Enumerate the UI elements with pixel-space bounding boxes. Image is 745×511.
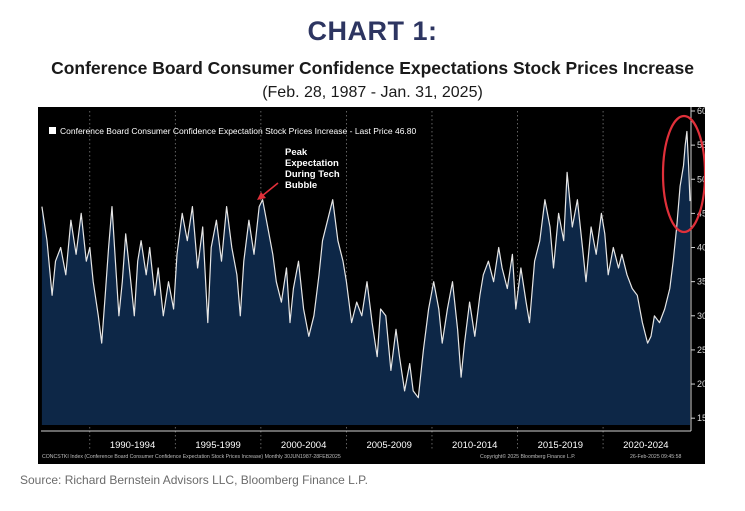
annotation-arrow — [261, 182, 279, 197]
svg-text:Peak Expectation: Peak Expectation During Tech Bubble — [285, 147, 342, 191]
peak-annotation: Peak Expectation During Tech Bubble — [257, 147, 342, 200]
y-tick-label: 45 — [697, 208, 705, 218]
y-tick-label: 60 — [697, 107, 705, 116]
annotation-line-1: Peak — [285, 147, 308, 158]
y-tick-label: 55 — [697, 140, 705, 150]
annotation-line-2: Expectation — [285, 158, 339, 169]
x-tick-label: 2015-2019 — [538, 440, 583, 451]
footer-series-info: CONCSTKI Index (Conference Board Consume… — [42, 454, 341, 460]
y-tick-label: 35 — [697, 277, 705, 287]
y-tick-label: 50 — [697, 174, 705, 184]
recent-peak-highlight — [661, 114, 705, 234]
series-line — [41, 130, 691, 399]
footer-timestamp: 26-Feb-2025 09:45:58 — [630, 454, 681, 460]
footer-copyright: Copyright© 2025 Bloomberg Finance L.P. — [480, 453, 575, 460]
y-tick-label: 20 — [697, 379, 705, 389]
series-area-fill — [41, 131, 690, 425]
x-tick-label: 2005-2009 — [366, 440, 411, 451]
y-tick-label: 40 — [697, 243, 705, 253]
annotation-line-3: During Tech — [285, 169, 340, 180]
x-tick-label: 2000-2004 — [281, 440, 326, 451]
annotation-arrowhead — [257, 192, 266, 200]
y-axis: 15 20 25 30 35 40 45 50 55 60 — [690, 107, 705, 431]
y-tick-label: 15 — [697, 413, 705, 423]
legend-label: Conference Board Consumer Confidence Exp… — [60, 126, 417, 136]
chart-panel: Conference Board Consumer Confidence Exp… — [38, 107, 705, 464]
chart-date-range: (Feb. 28, 1987 - Jan. 31, 2025) — [262, 84, 483, 101]
grid-lines — [89, 111, 604, 451]
chart-heading: CHART 1: — [307, 16, 438, 46]
x-tick-label: 1995-1999 — [195, 440, 240, 451]
legend-swatch — [49, 127, 56, 134]
x-tick-label: 1990-1994 — [110, 440, 155, 451]
bloomberg-chart: Conference Board Consumer Confidence Exp… — [41, 107, 705, 460]
x-axis: 1990-1994 1995-1999 2000-2004 2005-2009 2010… — [41, 430, 691, 451]
x-tick-label: 2020-2024 — [623, 440, 668, 451]
y-tick-label: 25 — [697, 345, 705, 355]
x-tick-label: 2010-2014 — [452, 440, 497, 451]
annotation-line-4: Bubble — [285, 180, 317, 191]
source-note: Source: Richard Bernstein Advisors LLC, … — [20, 473, 368, 487]
y-tick-label: 30 — [697, 311, 705, 321]
chart-title: Conference Board Consumer Confidence Exp… — [51, 58, 694, 78]
